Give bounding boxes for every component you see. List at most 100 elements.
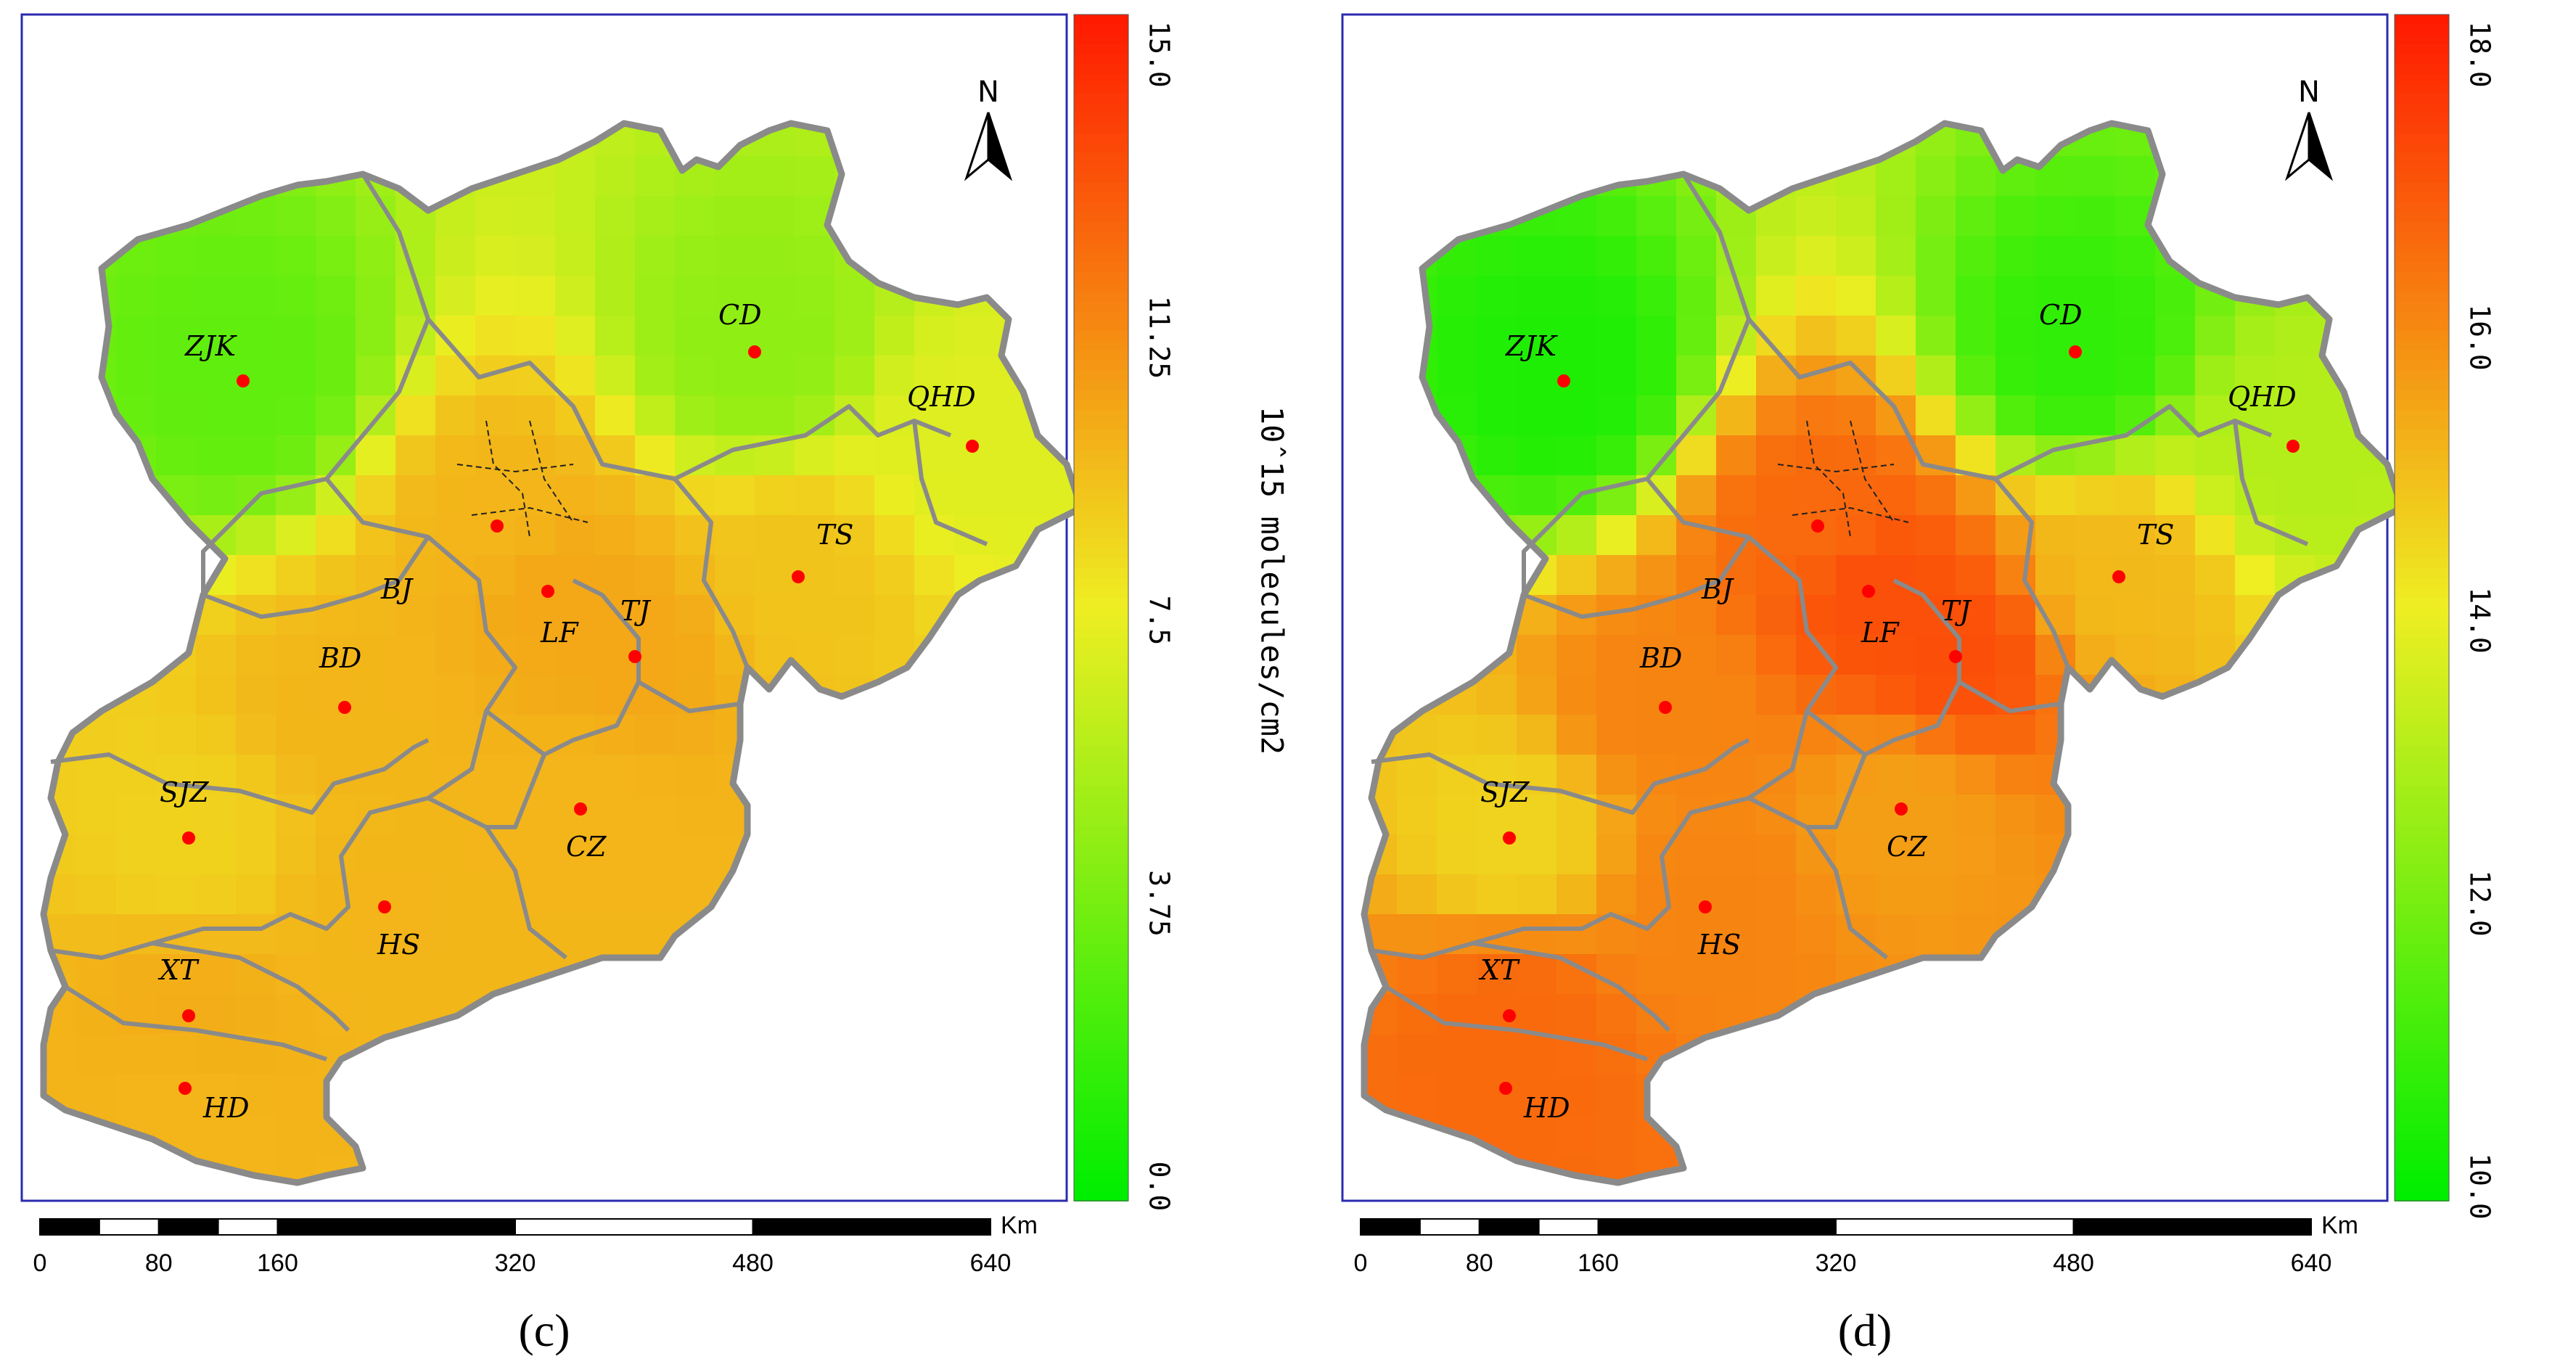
grid-cell xyxy=(1916,475,1956,516)
city-label-qhd: QHD xyxy=(907,381,976,413)
grid-cell xyxy=(1636,356,1677,396)
prefecture-boundary xyxy=(50,738,430,815)
grid-cell xyxy=(515,356,556,396)
grid-cell xyxy=(795,475,835,516)
grid-cell xyxy=(316,316,356,356)
grid-cell xyxy=(1636,954,1677,995)
grid-cell xyxy=(1676,236,1717,276)
grid-cell xyxy=(356,635,396,675)
grid-cell xyxy=(435,356,476,396)
grid-cell xyxy=(1995,316,2036,356)
grid-cell xyxy=(156,1074,197,1114)
grid-cell xyxy=(1916,715,1956,755)
grid-cell xyxy=(156,874,197,915)
grid-cell xyxy=(1836,475,1876,516)
grid-cell xyxy=(156,954,197,995)
grid-cell xyxy=(1676,994,1717,1035)
grid-cell xyxy=(1756,276,1797,316)
grid-cell xyxy=(954,515,995,556)
grid-cell xyxy=(635,356,676,396)
grid-cell xyxy=(1756,715,1797,755)
grid-cell xyxy=(1676,276,1717,316)
city-label-bj: BJ xyxy=(1701,573,1734,605)
grid-cell xyxy=(1556,715,1597,755)
grid-cell xyxy=(435,635,476,675)
grid-cell xyxy=(675,755,715,795)
grid-cell xyxy=(755,156,795,197)
grid-cell xyxy=(954,475,995,516)
grid-cell xyxy=(2075,156,2116,197)
grid-cell xyxy=(1596,236,1637,276)
grid-cell xyxy=(1836,635,1876,675)
grid-cell xyxy=(1517,356,1557,396)
colorbar-tick: 7.5 xyxy=(1144,596,1176,646)
grid-cell xyxy=(2115,595,2156,636)
grid-cell xyxy=(1756,794,1797,835)
city-marker-cz xyxy=(1895,802,1908,816)
grid-cell xyxy=(2075,555,2116,596)
grid-cell xyxy=(2155,555,2196,596)
grid-cell xyxy=(1477,356,1517,396)
grid-cell xyxy=(595,475,636,516)
grid-cell xyxy=(1556,555,1597,596)
scale-label: 0 xyxy=(33,1249,47,1277)
grid-cell xyxy=(1517,954,1557,995)
grid-cell xyxy=(276,755,316,795)
grid-cell xyxy=(1636,555,1677,596)
grid-cell xyxy=(1716,435,1757,476)
colorbar-tick: 11.25 xyxy=(1144,296,1176,379)
city-label-hs: HS xyxy=(1697,929,1741,961)
grid-cell xyxy=(1716,874,1757,915)
grid-cell xyxy=(1916,276,1956,316)
grid-cell xyxy=(994,475,1035,516)
grid-cell xyxy=(1636,715,1677,755)
grid-cell xyxy=(1876,156,1916,197)
grid-cell xyxy=(1517,794,1557,835)
grid-cell xyxy=(555,794,596,835)
grid-cell xyxy=(196,435,237,476)
grid-cell xyxy=(1796,914,1837,955)
grid-cell xyxy=(276,635,316,675)
grid-cell xyxy=(356,236,396,276)
grid-cell xyxy=(2075,316,2116,356)
grid-cell xyxy=(2275,356,2315,396)
grid-cell xyxy=(555,236,596,276)
grid-cell xyxy=(156,715,197,755)
grid-cell xyxy=(555,356,596,396)
city-marker-hd xyxy=(179,1082,192,1095)
city-label-bj: BJ xyxy=(380,573,414,605)
panel-label: (d) xyxy=(1838,1305,1892,1356)
grid-cell xyxy=(555,475,596,516)
grid-cell xyxy=(1956,316,1996,356)
grid-cell xyxy=(555,595,596,636)
grid-cell xyxy=(515,236,556,276)
grid-cell xyxy=(356,276,396,316)
grid-cell xyxy=(635,395,676,436)
scale-label: 160 xyxy=(1578,1249,1619,1277)
grid-cell xyxy=(595,196,636,237)
grid-cell xyxy=(1517,236,1557,276)
city-label-cz: CZ xyxy=(1887,831,1927,863)
grid-cell xyxy=(795,156,835,197)
grid-cell xyxy=(914,316,955,356)
grid-cell xyxy=(1876,196,1916,237)
grid-cell xyxy=(316,395,356,436)
city-label-qhd: QHD xyxy=(2228,381,2297,413)
grid-cell xyxy=(2075,595,2116,636)
grid-cell xyxy=(675,316,715,356)
grid-cell xyxy=(755,276,795,316)
grid-cell xyxy=(276,1114,316,1154)
grid-cell xyxy=(1876,356,1916,396)
grid-cell xyxy=(1556,316,1597,356)
grid-cell xyxy=(1956,555,1996,596)
grid-cell xyxy=(475,276,516,316)
grid-cell xyxy=(1916,316,1956,356)
grid-cell xyxy=(2155,595,2196,636)
grid-cell xyxy=(1437,794,1477,835)
grid-cell xyxy=(356,954,396,995)
grid-cell xyxy=(1716,395,1757,436)
grid-cell xyxy=(635,475,676,516)
city-label-ts: TS xyxy=(816,519,853,551)
colorbar-unit-label: 10ˆ15 molecules/cm2 xyxy=(2575,406,2576,755)
grid-cell xyxy=(914,555,955,596)
